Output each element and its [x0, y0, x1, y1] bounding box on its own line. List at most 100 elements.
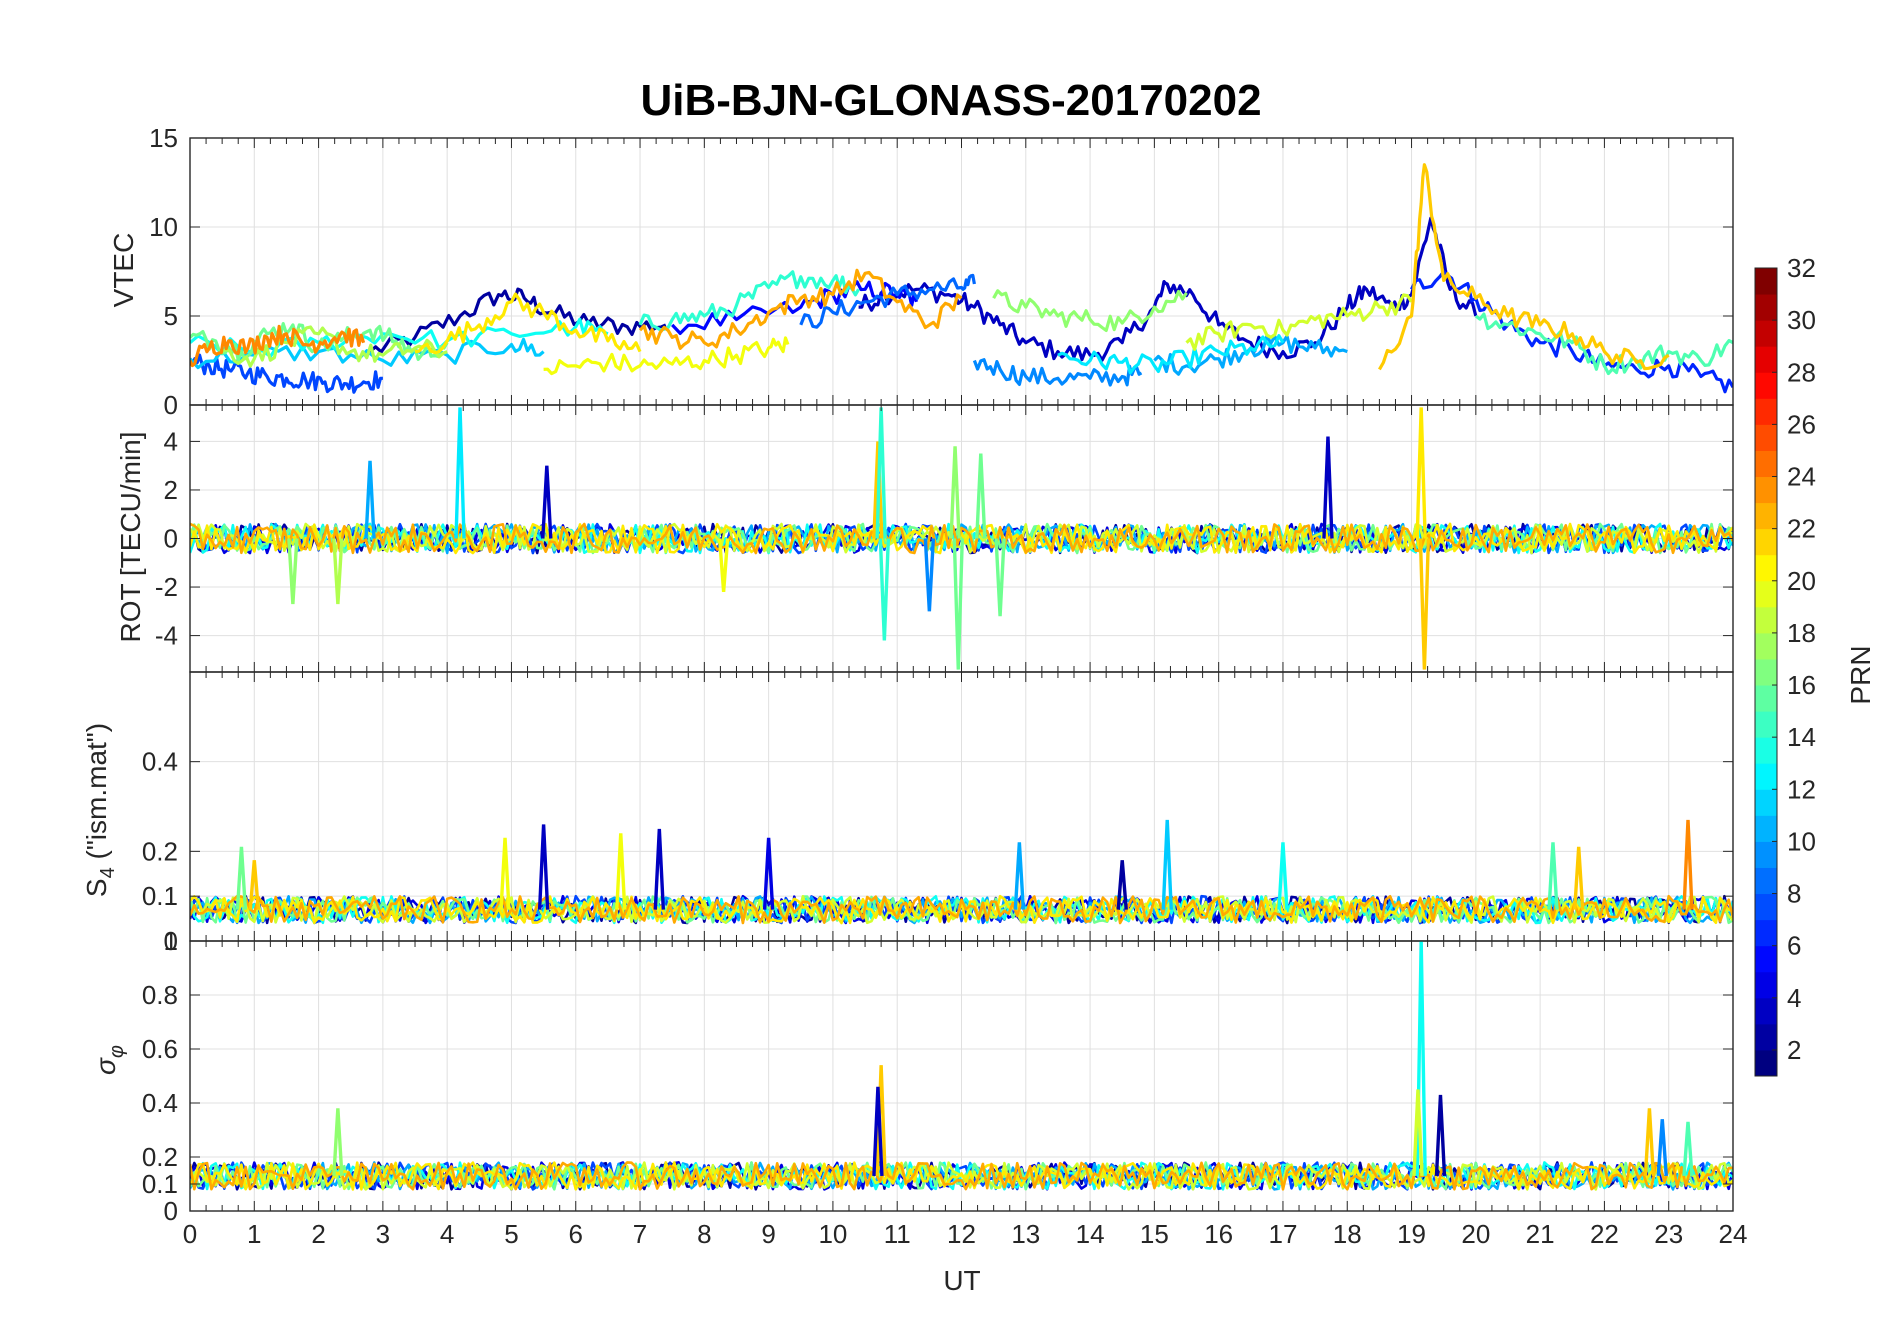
colorbar-tick-label: 24	[1787, 462, 1816, 492]
s4-ytick-label: 0	[164, 926, 178, 956]
colorbar-bin	[1755, 632, 1777, 660]
rot-series-prn-23	[190, 522, 1733, 555]
rot-spike-prn-22	[1418, 538, 1431, 670]
vtec-plot-area	[190, 163, 1733, 394]
vtec-series-prn-20	[543, 336, 790, 376]
s4-plot-area	[190, 819, 1733, 925]
colorbar-bin	[1755, 711, 1777, 738]
sigma-phi-panel: 00.10.20.40.60.81	[142, 926, 1734, 1226]
rot-ylabel: ROT [TECU/min]	[115, 431, 146, 642]
s4-spike-prn-22	[1573, 846, 1585, 910]
sigma_phi-ytick-label: 1	[164, 926, 178, 956]
x-tick-label: 9	[761, 1219, 775, 1249]
rot-ytick-label: 0	[164, 524, 178, 554]
colorbar-bin	[1755, 606, 1777, 634]
rot-spike-prn-16	[975, 453, 987, 539]
rot-spike-prn-22	[872, 441, 884, 539]
colorbar-bin	[1755, 580, 1777, 608]
x-tick-label: 18	[1333, 1219, 1362, 1249]
colorbar-tick-label: 16	[1787, 670, 1816, 700]
s4-panel: 0 0.1 0.2 0.4	[142, 671, 1734, 956]
x-tick-label: 10	[818, 1219, 847, 1249]
rot-spike-prn-16	[994, 538, 1006, 617]
colorbar-label: PRN	[1845, 645, 1876, 704]
colorbar-bin	[1755, 893, 1777, 921]
sigma_phi-spike-prn-9	[1656, 1119, 1668, 1177]
vtec-ylabel: VTEC	[108, 233, 139, 308]
colorbar-bin	[1755, 997, 1777, 1025]
rot-spike-prn-20	[717, 538, 730, 593]
colorbar-bin	[1755, 945, 1777, 973]
s4-spike-prn-13	[1277, 842, 1289, 910]
s4-spike-prn-2	[1116, 860, 1128, 910]
colorbar-frame	[1754, 267, 1778, 1077]
colorbar-tick-label: 26	[1787, 409, 1816, 439]
colorbar-bin	[1755, 424, 1777, 451]
rot-spike-prn-16	[952, 538, 964, 670]
sigma_phi-spike-prn-19	[1412, 1089, 1424, 1176]
rot-ytick-label: -2	[155, 572, 178, 602]
colorbar-tick-label: 32	[1787, 253, 1816, 283]
x-tick-label: 3	[376, 1219, 390, 1249]
colorbar-bin	[1755, 971, 1777, 999]
x-tick-label: 0	[183, 1219, 197, 1249]
colorbar-bin	[1755, 528, 1777, 556]
colorbar-tick-label: 22	[1787, 514, 1816, 544]
colorbar-bin	[1755, 1023, 1777, 1051]
x-tick-label: 1	[247, 1219, 261, 1249]
s4-spike-prn-15	[1547, 842, 1559, 910]
sigma_phi-ytick-label: 0.8	[142, 980, 178, 1010]
sigma_phi-ytick-label: 0.4	[142, 1088, 178, 1118]
vtec-series-prn-7	[190, 353, 383, 394]
vtec-series-prn-15	[1474, 312, 1733, 376]
sigma_phi-plot-area	[190, 941, 1733, 1191]
sigma_phi-series-prn-23	[190, 1161, 1733, 1191]
rot-spike-prn-3	[1322, 436, 1334, 539]
colorbar-tick-label: 2	[1787, 1035, 1801, 1065]
x-tick-label: 14	[1076, 1219, 1105, 1249]
x-tick-label: 5	[504, 1219, 518, 1249]
x-tick-label: 12	[947, 1219, 976, 1249]
sigma_phi-series-prn-16	[190, 1161, 1733, 1191]
vtec-series-prn-12	[1057, 334, 1285, 375]
colorbar-bin	[1755, 867, 1777, 895]
colorbar-tick-label: 14	[1787, 722, 1816, 752]
rot-spike-prn-17	[287, 538, 299, 605]
colorbar-bin	[1755, 554, 1777, 582]
sigma_phi-spike-prn-3	[872, 1086, 884, 1176]
s4-spike-prn-16	[235, 846, 248, 910]
x-tick-label: 6	[569, 1219, 583, 1249]
colorbar-bin	[1755, 502, 1777, 530]
rot-ytick-label: -4	[155, 621, 178, 651]
rot-spike-prn-18	[332, 538, 344, 605]
rot-spike-prn-12	[454, 407, 466, 539]
colorbar-bin	[1755, 919, 1777, 947]
rot-ytick-label: 2	[164, 475, 178, 505]
vtec-ytick-label: 5	[164, 301, 178, 331]
colorbar-bin	[1755, 320, 1777, 347]
colorbar-bin	[1755, 476, 1777, 504]
rot-spike-prn-3	[541, 465, 553, 539]
x-tick-label: 4	[440, 1219, 454, 1249]
vtec-ytick-label: 0	[164, 390, 178, 420]
rot-spike-prn-14	[878, 538, 891, 641]
colorbar-tick-label: 28	[1787, 357, 1816, 387]
vtec-ytick-label: 10	[149, 212, 178, 242]
x-tick-label: 20	[1461, 1219, 1490, 1249]
vtec-series-prn-6	[1410, 269, 1733, 394]
x-tick-label: 13	[1011, 1219, 1040, 1249]
colorbar-bin	[1755, 294, 1777, 321]
colorbar-bin	[1755, 841, 1777, 868]
vtec-series-prn-24	[190, 324, 366, 368]
colorbar-tick-label: 4	[1787, 983, 1801, 1013]
s4-spike-prn-3	[537, 824, 550, 910]
colorbar-bin	[1755, 763, 1777, 790]
colorbar-bin	[1755, 815, 1777, 842]
colorbar-tick-label: 20	[1787, 566, 1816, 596]
x-tick-label: 21	[1526, 1219, 1555, 1249]
s4-spike-prn-3	[653, 828, 666, 910]
x-axis-ticks: 0 1 2 3 4 5 6 7 8 9 10 11 12 13 14 15 16 17 18 19 20 21 22 23 24	[183, 1219, 1748, 1249]
